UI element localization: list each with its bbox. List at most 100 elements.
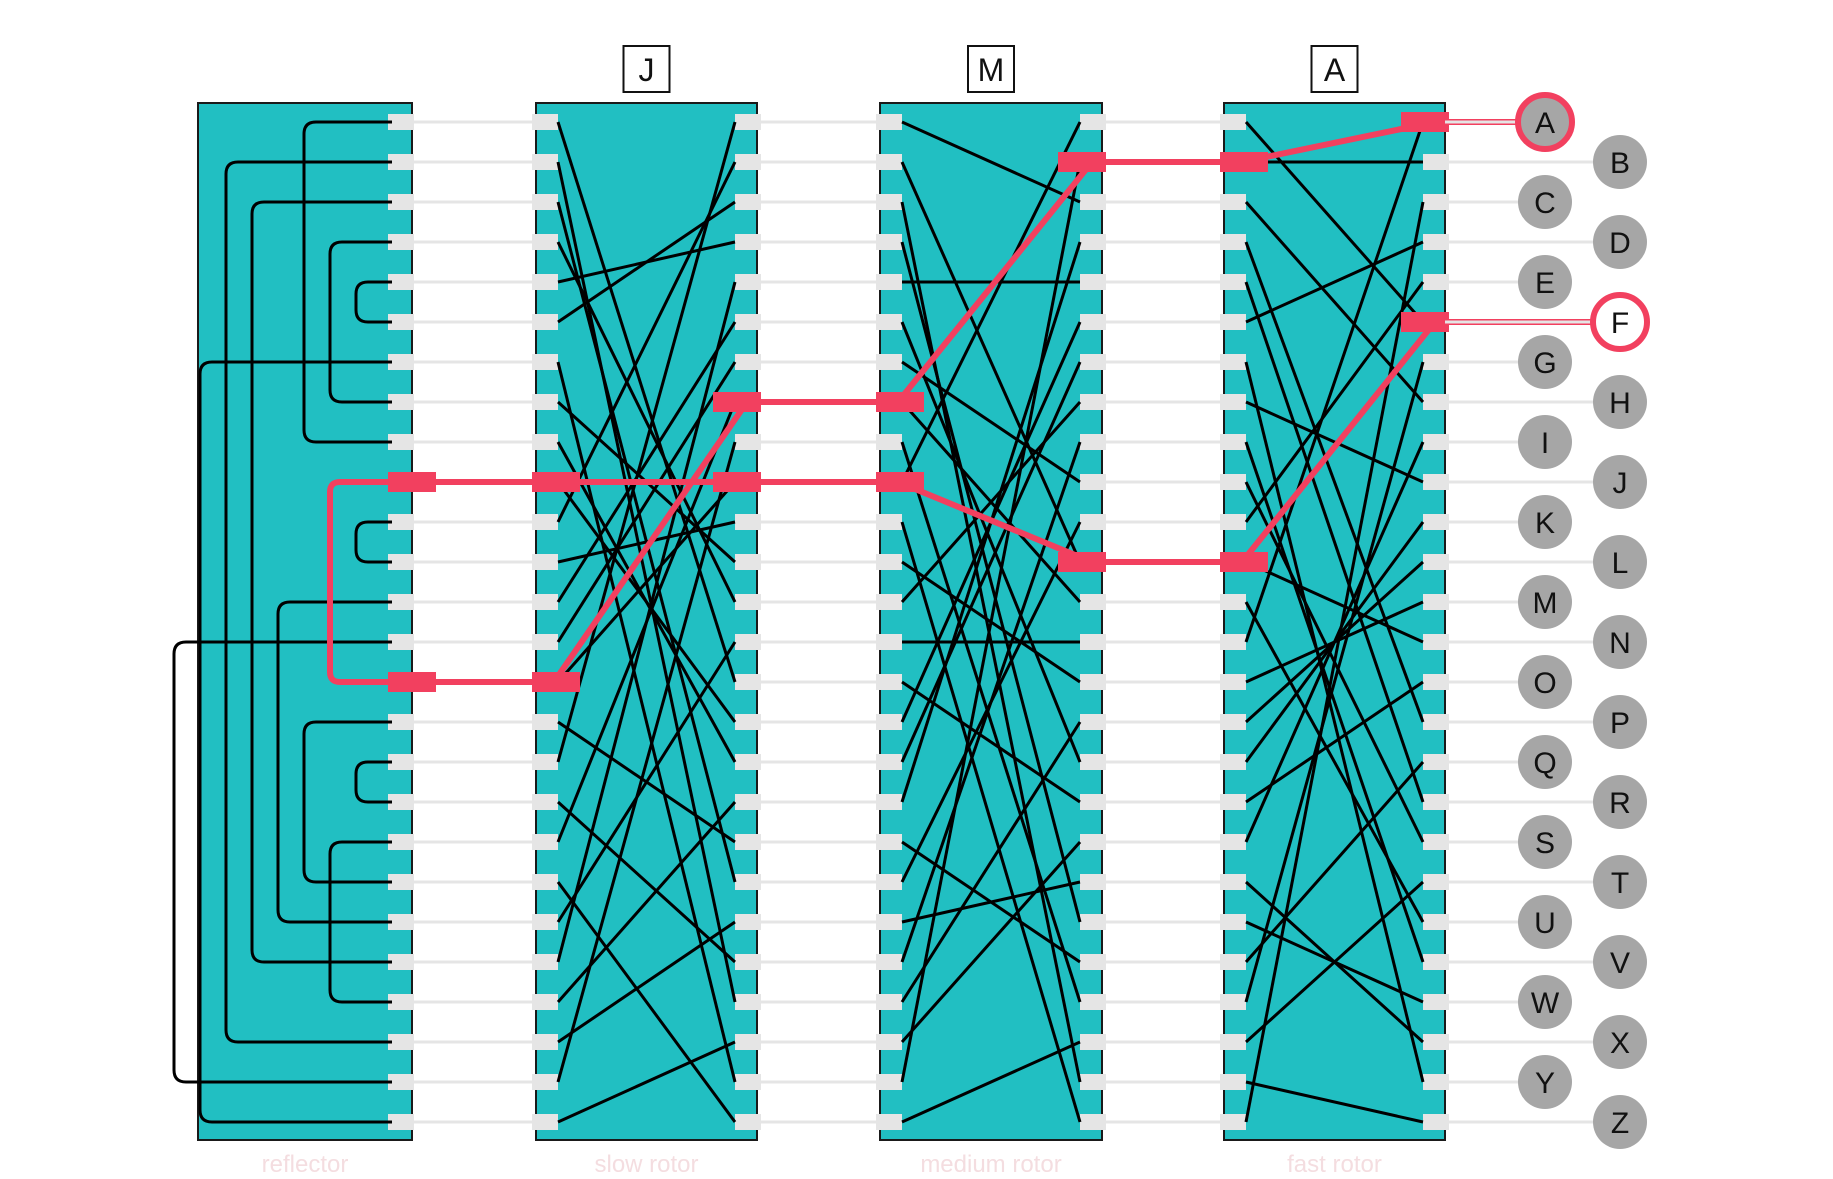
slow-rotor-pin-right-K [735,514,761,530]
slow-rotor-pin-right-X [735,1034,761,1050]
fast-rotor-wire-F-D [1245,240,1424,324]
slow-rotor-wire-U-N [556,641,737,923]
lamp-A [1515,92,1575,152]
signal-pin-1 [1220,152,1268,172]
slow-rotor-pin-left-A [532,114,558,130]
reflector-label: reflector [262,1151,349,1178]
reflector-pin-left-L [388,554,414,570]
medium-rotor-pin-right-H [1080,394,1106,410]
fast-rotor-pin-left-Q [1220,754,1246,770]
slow-rotor-pin-right-A [735,114,761,130]
reflector-wire-M-U [276,600,392,924]
medium-rotor-wire-I-W [900,441,1082,1003]
medium-rotor-pin-left-B [876,154,902,170]
slow-rotor-pin-right-R [735,794,761,810]
reflector-pin-left-X [388,1034,414,1050]
slow-rotor-position: J [639,52,655,88]
fast-rotor-wire-Z-C [1244,201,1425,1123]
slow-rotor-pin-right-P [735,714,761,730]
fast-rotor-pin-left-W [1220,994,1246,1010]
medium-rotor-pin-left-U [876,914,902,930]
fast-rotor-pin-right-D [1423,234,1449,250]
signal-return [327,319,1600,685]
medium-rotor-pin-right-F [1080,314,1106,330]
fast-rotor-pin-left-J [1220,474,1246,490]
fast-rotor-pin-left-E [1220,274,1246,290]
slow-rotor-pin-right-B [735,154,761,170]
slow-rotor-pin-right-Z [735,1114,761,1130]
slow-rotor-pin-right-G [735,354,761,370]
slow-rotor-wire-V-E [556,281,737,963]
slow-rotor-pin-left-V [532,954,558,970]
slow-rotor-label: slow rotor [594,1151,698,1178]
lamp-label-B: B [1610,147,1630,180]
lamp-K [1518,495,1572,549]
lamp-C [1518,175,1572,229]
slow-rotor-pin-left-W [532,994,558,1010]
reflector-wire-Q-R [354,760,392,804]
fast-rotor-wire-L-N [1245,560,1424,644]
slow-rotor-pin-left-Z [532,1114,558,1130]
reflector-pin-left-E [388,274,414,290]
fast-rotor-pin-left-R [1220,794,1246,810]
reflector-pin-left-U [388,914,414,930]
signal-pin-4 [713,392,761,412]
signal-pin-11 [1058,552,1106,572]
signal-pin-5 [532,672,580,692]
medium-rotor-pin-left-I [876,434,902,450]
reflector-pin-left-W [388,994,414,1010]
slow-rotor-wire-O-J [556,481,737,683]
medium-rotor-wire-Y-B [900,161,1082,1083]
medium-rotor-pin-right-R [1080,794,1106,810]
slow-rotor-pin-left-U [532,914,558,930]
fast-rotor-pin-right-K [1423,514,1449,530]
fast-rotor-wire-E-R [1244,281,1425,803]
slow-rotor-pin-left-M [532,594,558,610]
fast-rotor-pin-left-A [1220,114,1246,130]
slow-rotor-pin-right-E [735,274,761,290]
medium-rotor-pin-right-K [1080,514,1106,530]
lamp-label-P: P [1610,707,1630,740]
medium-rotor-pin-right-W [1080,994,1106,1010]
fast-rotor-pin-right-S [1423,834,1449,850]
fast-rotor-pin-right-R [1423,794,1449,810]
medium-rotor-wire-A-C [901,120,1081,204]
signal-pin-8 [532,472,580,492]
lamp-label-E: E [1535,267,1555,300]
fast-rotor-pin-left-G [1220,354,1246,370]
slow-rotor-pin-right-V [735,954,761,970]
medium-rotor-pin-left-T [876,874,902,890]
lamp-J [1593,455,1647,509]
slow-rotor-pin-right-F [735,314,761,330]
lamp-S [1518,815,1572,869]
medium-rotor-pin-left-Y [876,1074,902,1090]
lamp-label-D: D [1609,227,1631,260]
slow-rotor-pin-right-U [735,914,761,930]
fast-rotor-pin-left-Z [1220,1114,1246,1130]
slow-rotor-wire-X-U [557,920,736,1044]
medium-rotor-pin-right-M [1080,594,1106,610]
slow-rotor-pin-left-H [532,394,558,410]
medium-rotor-wire-U-T [901,880,1081,924]
reflector-pin-left-Q [388,754,414,770]
medium-rotor-wire-G-J [901,360,1081,484]
lamp-label-N: N [1609,627,1631,660]
medium-rotor-wire-F-Q [900,321,1082,763]
lamp-label-L: L [1612,547,1629,580]
slow-rotor-pin-right-Q [735,754,761,770]
fast-rotor-pin-right-H [1423,394,1449,410]
fast-rotor-pin-left-D [1220,234,1246,250]
medium-rotor-pin-left-C [876,194,902,210]
lamp-U [1518,895,1572,949]
medium-rotor-pin-left-K [876,514,902,530]
reflector-wire-E-F [354,280,392,324]
medium-rotor-pin-right-P [1080,714,1106,730]
medium-rotor-pin-right-T [1080,874,1106,890]
lamp-label-K: K [1535,507,1555,540]
reflector-pin-left-V [388,954,414,970]
slow-rotor-pin-right-W [735,994,761,1010]
slow-rotor-pin-left-Q [532,754,558,770]
fast-rotor-label: fast rotor [1287,1151,1382,1178]
reflector-wire-C-V [250,200,392,964]
signal-pin-12 [1220,552,1268,572]
